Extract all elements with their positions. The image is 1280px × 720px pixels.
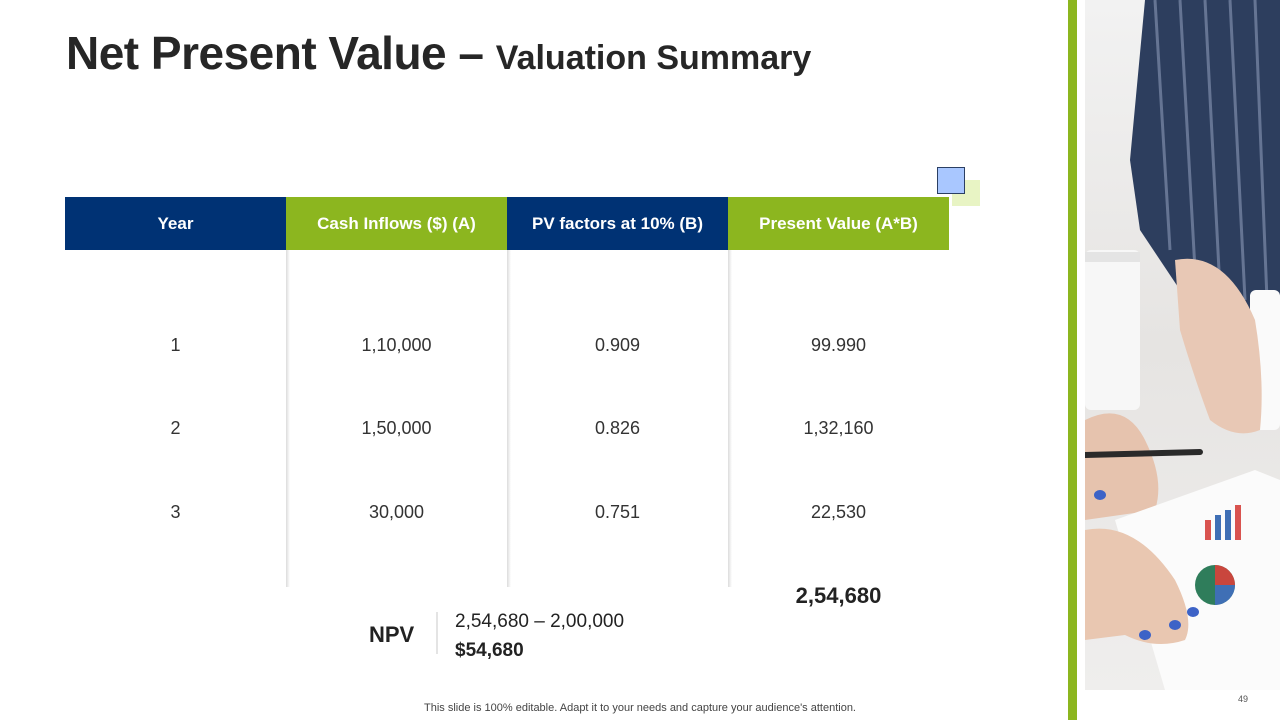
npv-divider [436,612,438,654]
title-subtitle: Valuation Summary [495,39,812,77]
slide-title: Net Present Value – Valuation Summary [66,26,811,80]
header-pv-factors: PV factors at 10% (B) [507,197,728,250]
cell-pv-2: 0.826 [594,418,641,438]
npv-formula: 2,54,680 – 2,00,000 [455,611,625,632]
cell-year-2: 2 [170,418,181,438]
cell-cash-2: 1,50,000 [361,418,432,438]
cell-present-value-3: 22,530 [810,502,867,522]
header-present-value: Present Value (A*B) [728,197,949,250]
cell-present-value-2: 1,32,160 [803,418,874,438]
column-present-value: Present Value (A*B) 99.990 1,32,160 22,5… [728,197,949,608]
footer-note: This slide is 100% editable. Adapt it to… [0,702,1280,714]
valuation-table: Year 1 2 3 Cash Inflows ($) (A) 1,10,000… [65,197,949,608]
column-pv-factors: PV factors at 10% (B) 0.909 0.826 0.751 [507,197,728,587]
cell-pv-3: 0.751 [594,502,641,522]
cell-cash-1: 1,10,000 [361,335,432,355]
office-photo [1085,0,1280,690]
page-number: 49 [1238,694,1249,704]
npv-label: NPV [369,622,415,647]
accent-bar [1068,0,1077,720]
decorative-square-blue [937,167,965,194]
cell-present-value-1: 99.990 [810,335,867,355]
cell-year-1: 1 [170,335,181,355]
column-cash-inflows: Cash Inflows ($) (A) 1,10,000 1,50,000 3… [286,197,507,587]
footer-text: This slide is 100% editable. Adapt it to… [424,702,856,714]
cell-year-3: 3 [170,502,181,522]
cell-pv-1: 0.909 [594,335,641,355]
title-main: Net Present Value – [66,27,496,79]
header-cash-inflows: Cash Inflows ($) (A) [286,197,507,250]
office-photo-illustration [1085,0,1280,690]
header-year: Year [65,197,286,250]
npv-result: $54,680 [455,640,524,661]
cell-cash-3: 30,000 [368,502,425,522]
present-value-total: 2,54,680 [795,583,882,608]
column-year: Year 1 2 3 [65,197,286,587]
